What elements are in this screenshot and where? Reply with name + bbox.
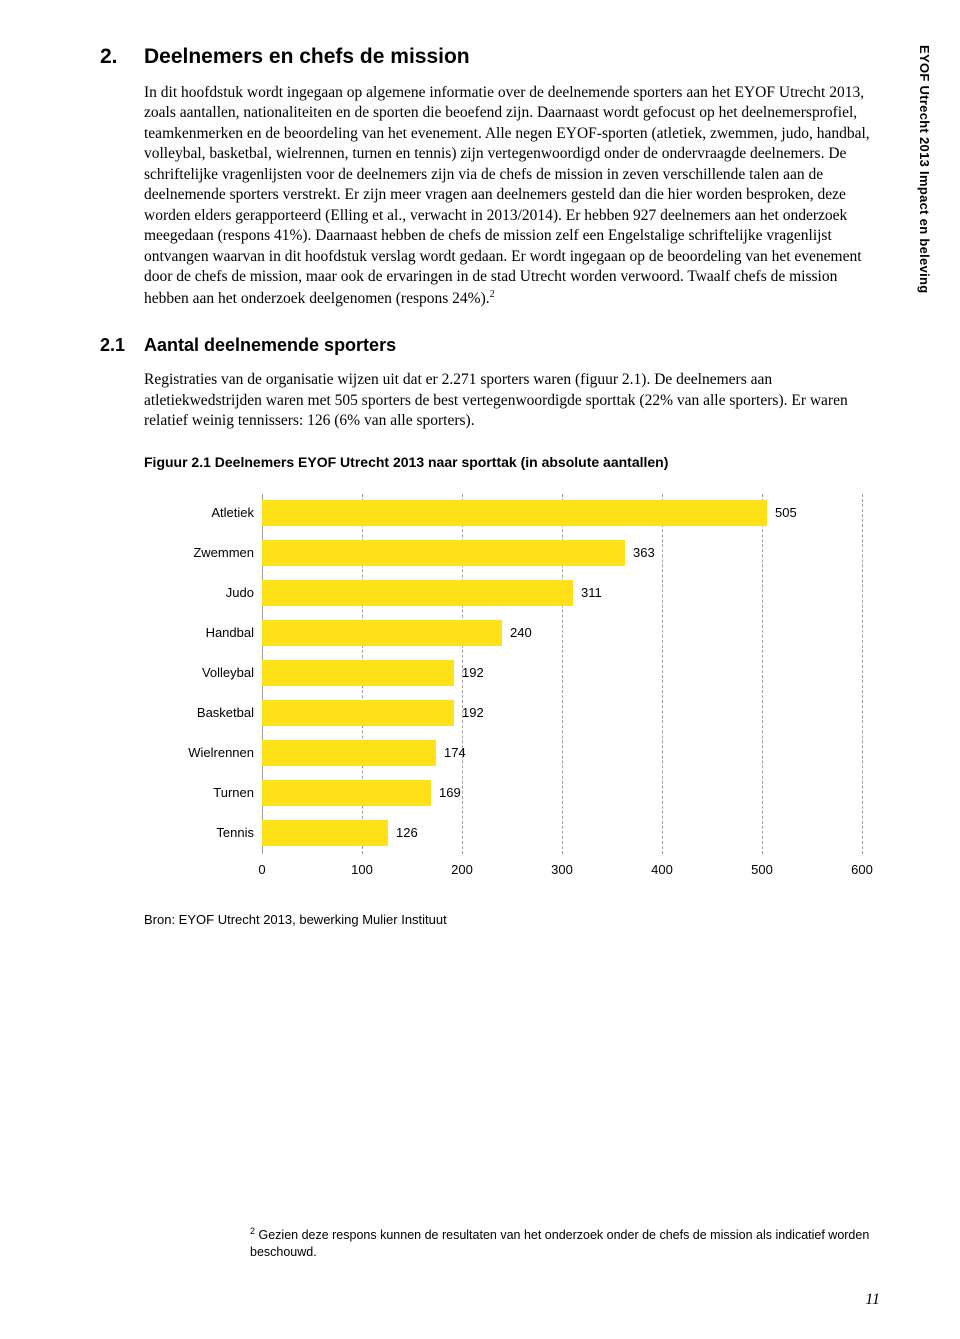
section-2-1-number: 2.1 <box>100 335 144 356</box>
chart-category-label: Turnen <box>174 785 254 800</box>
chart-bar <box>262 620 502 646</box>
footnote-2: 2 Gezien deze respons kunnen de resultat… <box>250 1225 880 1261</box>
figure-2-1-caption: Figuur 2.1 Deelnemers EYOF Utrecht 2013 … <box>144 454 880 470</box>
chart-bar-value: 192 <box>462 705 484 720</box>
chart-bar <box>262 780 431 806</box>
chart-bar <box>262 580 573 606</box>
chart-bar <box>262 500 767 526</box>
chart-bar-row: Atletiek505 <box>262 500 797 526</box>
figure-2-1-chart: Atletiek505Zwemmen363Judo311Handbal240Vo… <box>174 494 874 886</box>
chart-gridline <box>662 494 663 854</box>
section-2-1-header: 2.1 Aantal deelnemende sporters <box>100 335 880 356</box>
para-2-text: In dit hoofdstuk wordt ingegaan op algem… <box>144 84 870 307</box>
chart-category-label: Zwemmen <box>174 545 254 560</box>
chart-category-label: Handbal <box>174 625 254 640</box>
chart-category-label: Wielrennen <box>174 745 254 760</box>
chart-bar <box>262 740 436 766</box>
chart-bar-value: 363 <box>633 545 655 560</box>
chart-bar-value: 311 <box>581 585 602 600</box>
section-2-number: 2. <box>100 45 144 69</box>
chart-bar-row: Volleybal192 <box>262 660 484 686</box>
section-2-paragraph: In dit hoofdstuk wordt ingegaan op algem… <box>144 83 880 309</box>
chart-bar <box>262 660 454 686</box>
chart-bar-value: 192 <box>462 665 484 680</box>
chart-bar-value: 174 <box>444 745 466 760</box>
chart-category-label: Basketbal <box>174 705 254 720</box>
chart-x-tick: 200 <box>451 862 473 877</box>
chart-x-tick: 600 <box>851 862 873 877</box>
chart-plot-area: Atletiek505 Zwemmen363 Judo311 Handbal240 Vo… <box>262 494 862 854</box>
chart-category-label: Judo <box>174 585 254 600</box>
chart-x-axis: 0100200300400500600 <box>262 858 862 886</box>
section-2-header: 2. Deelnemers en chefs de mission <box>100 45 880 69</box>
chart-bar-row: Tennis126 <box>262 820 418 846</box>
chart-bar-row: Turnen169 <box>262 780 461 806</box>
side-running-head: EYOF Utrecht 2013 Impact en beleving <box>917 45 932 294</box>
section-2-1-title: Aantal deelnemende sporters <box>144 335 396 356</box>
chart-category-label: Volleybal <box>174 665 254 680</box>
chart-gridline <box>762 494 763 854</box>
footnote-2-text: Gezien deze respons kunnen de resultaten… <box>250 1228 869 1259</box>
chart-x-tick: 0 <box>258 862 265 877</box>
chart-bar-value: 169 <box>439 785 461 800</box>
chart-x-tick: 100 <box>351 862 373 877</box>
chart-bar-row: Basketbal192 <box>262 700 484 726</box>
chart-category-label: Atletiek <box>174 505 254 520</box>
footnote-ref-2: 2 <box>490 289 495 300</box>
chart-bar <box>262 540 625 566</box>
chart-category-label: Tennis <box>174 825 254 840</box>
chart-bar-row: Wielrennen174 <box>262 740 466 766</box>
chart-x-tick: 500 <box>751 862 773 877</box>
chart-bar <box>262 700 454 726</box>
page-number: 11 <box>865 1291 880 1309</box>
chart-bar <box>262 820 388 846</box>
chart-bar-value: 126 <box>396 825 418 840</box>
chart-gridline <box>862 494 863 854</box>
chart-x-tick: 400 <box>651 862 673 877</box>
chart-bar-value: 505 <box>775 505 797 520</box>
chart-bar-row: Judo311 <box>262 580 602 606</box>
section-2-title: Deelnemers en chefs de mission <box>144 45 470 69</box>
chart-x-tick: 300 <box>551 862 573 877</box>
figure-source-line: Bron: EYOF Utrecht 2013, bewerking Mulie… <box>144 912 880 927</box>
section-2-1-paragraph: Registraties van de organisatie wijzen u… <box>144 370 880 431</box>
chart-bar-row: Zwemmen363 <box>262 540 655 566</box>
chart-bar-value: 240 <box>510 625 532 640</box>
chart-bar-row: Handbal240 <box>262 620 532 646</box>
